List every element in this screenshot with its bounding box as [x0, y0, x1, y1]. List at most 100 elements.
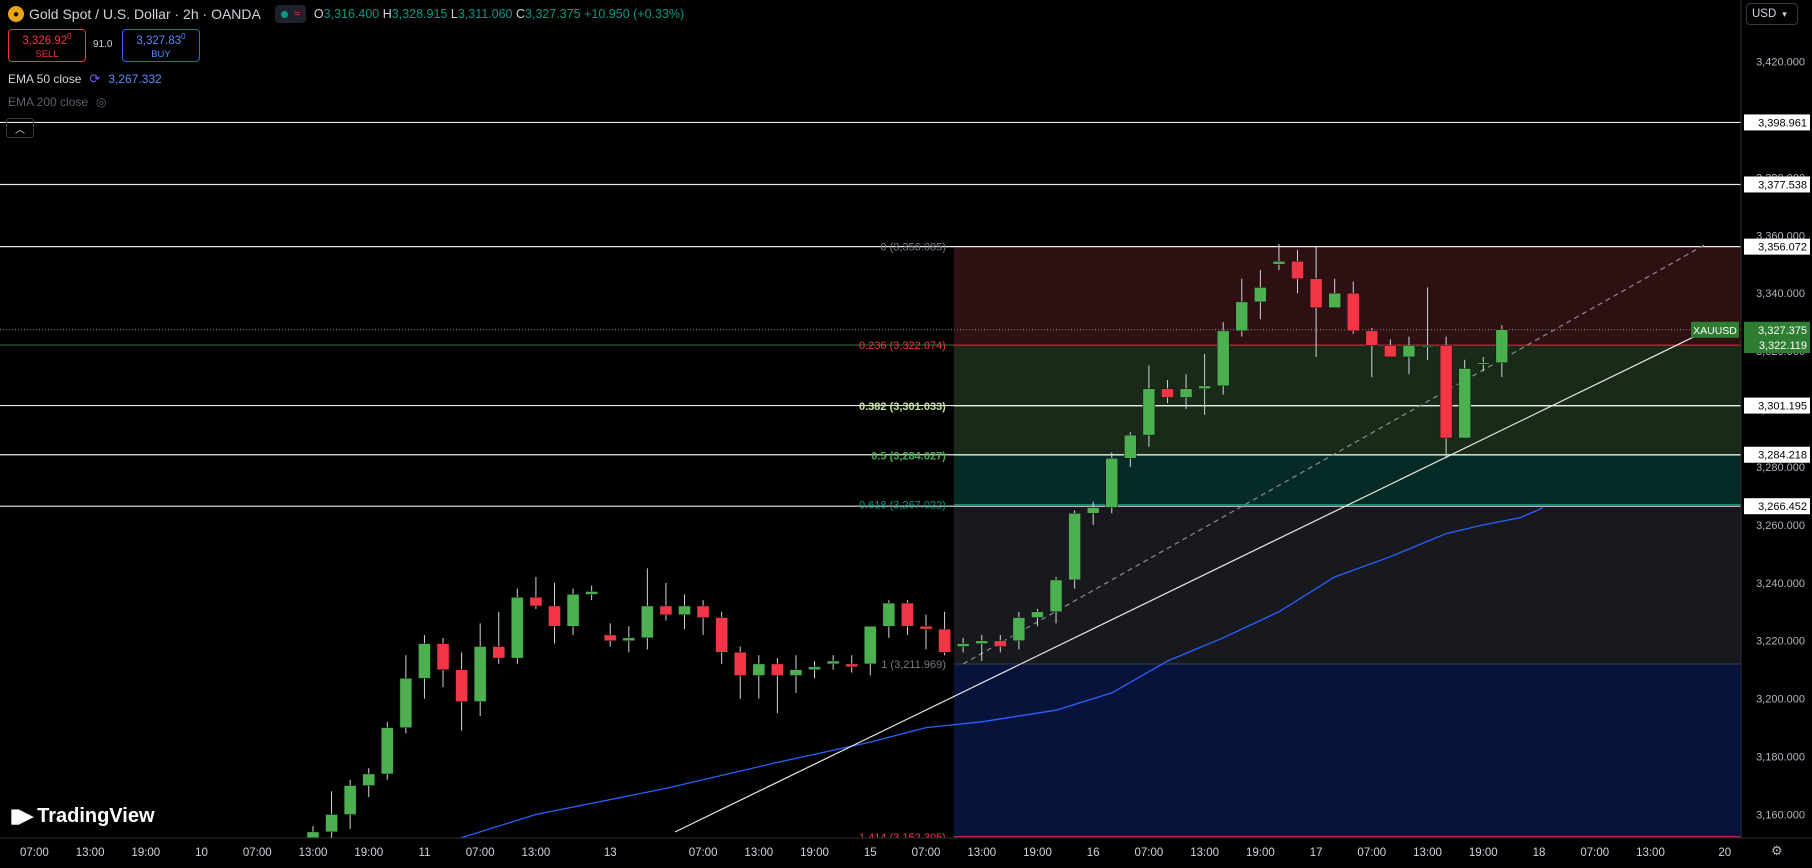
candle-body	[325, 814, 338, 833]
candle-body	[1421, 345, 1434, 348]
hline-price-tag: 3,377.538	[1758, 179, 1807, 191]
gear-icon[interactable]: ⚙	[1771, 843, 1783, 858]
candle-body	[436, 643, 450, 670]
candle	[715, 611, 728, 664]
candle-body	[1142, 388, 1156, 436]
x-tick-label: 13:00	[1413, 847, 1442, 859]
candle-body	[1477, 362, 1490, 365]
candle-body	[1458, 368, 1471, 439]
candle	[1402, 336, 1416, 375]
indicator-ema50[interactable]: EMA 50 close ⟳ 3,267.332	[8, 71, 162, 86]
candle-body	[1291, 261, 1304, 279]
x-tick-label: 07:00	[466, 847, 495, 859]
candle-body	[529, 597, 543, 607]
price-axis-bg	[1741, 0, 1812, 838]
candle	[436, 637, 450, 688]
candle	[1421, 287, 1434, 360]
candle-body	[418, 643, 431, 679]
currency-selector[interactable]: USD ▾	[1746, 3, 1798, 25]
candle	[343, 779, 357, 829]
candle	[994, 634, 1007, 653]
hline-price-tag-bg	[1744, 114, 1810, 131]
y-tick-label: 3,280.000	[1756, 462, 1805, 474]
candle-body	[1309, 278, 1323, 308]
candle	[1384, 339, 1397, 358]
candle	[1272, 243, 1286, 271]
current-price-tag: 3,327.375	[1758, 325, 1807, 337]
symbol-tag-bg	[1691, 321, 1739, 338]
y-tick-label: 3,420.000	[1756, 57, 1805, 69]
candle	[956, 637, 970, 653]
tradingview-watermark[interactable]: ▮▶ TradingView	[10, 805, 155, 827]
indicator-ema200[interactable]: EMA 200 close ◎	[8, 95, 107, 109]
collapse-legend-button[interactable]: ︿	[6, 118, 34, 138]
candle	[1142, 365, 1156, 447]
symbol-title[interactable]: Gold Spot / U.S. Dollar · 2h · OANDA	[29, 6, 261, 22]
x-tick-label: 15	[864, 847, 877, 859]
x-tick-label: 19:00	[1246, 847, 1275, 859]
candle	[603, 623, 617, 647]
ema50-line	[405, 506, 1543, 856]
fib-level-label: 0 (3,356.085)	[880, 242, 945, 254]
candle	[1254, 270, 1267, 320]
fib-zone-1-1414	[953, 663, 1741, 837]
candle-body	[548, 605, 561, 627]
candle	[1068, 510, 1081, 589]
y-tick-label: 3,160.000	[1756, 810, 1805, 822]
x-tick-label: 19:00	[354, 847, 383, 859]
candle-body	[306, 831, 320, 838]
candle	[1291, 249, 1304, 294]
hline-price-tag-bg	[1744, 176, 1810, 193]
trendline	[962, 243, 1707, 665]
x-tick-label: 10	[195, 847, 208, 859]
fib-zone-0618-1	[953, 504, 1741, 664]
candle-body	[1216, 330, 1230, 387]
candle-body	[511, 597, 524, 659]
hline-price-tag-bg	[1744, 397, 1810, 414]
sell-button[interactable]: 3,326.920 SELL	[8, 29, 86, 62]
hline-price-tag: 3,398.961	[1758, 117, 1807, 129]
x-tick-label: 13:00	[967, 847, 996, 859]
trendline	[674, 330, 1707, 833]
candle-body	[1328, 292, 1341, 308]
eye-hidden-icon[interactable]: ◎	[96, 95, 107, 109]
candle-body	[733, 652, 747, 676]
candle-body	[864, 626, 877, 665]
x-tick-label: 07:00	[1357, 847, 1386, 859]
candle-body	[956, 643, 970, 647]
candle-body	[771, 663, 784, 676]
candle-body	[343, 785, 357, 815]
candle	[845, 655, 858, 673]
candle	[733, 646, 747, 699]
candle	[548, 582, 561, 644]
fib-level-label: 0.5 (3,284.027)	[871, 450, 946, 462]
candle-body	[1031, 611, 1044, 618]
candle-body	[919, 626, 933, 630]
spread-value: 91.0	[93, 39, 113, 50]
candle	[1124, 432, 1137, 467]
x-tick-label: 13:00	[299, 847, 328, 859]
candle	[473, 623, 487, 717]
x-tick-label: 07:00	[20, 847, 49, 859]
candle	[975, 634, 988, 662]
candle-body	[399, 678, 413, 728]
hline-price-tag: 3,284.218	[1758, 450, 1807, 462]
candle	[789, 655, 803, 693]
candle	[901, 600, 914, 635]
time-axis: 07:00 13:00 19:00 10 07:00 13:00 19:00 11 07:00 1…	[0, 837, 1812, 868]
x-tick-label: 07:00	[689, 847, 718, 859]
time-axis-bg	[0, 838, 1812, 868]
x-tick-label: 18	[1533, 847, 1546, 859]
candle-body	[362, 773, 375, 786]
market-status-pill[interactable]: ≈	[274, 5, 306, 23]
candle-body	[752, 663, 766, 676]
buy-button[interactable]: 3,327.830 BUY	[122, 29, 200, 62]
candle-body	[1235, 301, 1249, 332]
candle	[919, 614, 933, 650]
candle-body	[1068, 513, 1081, 581]
candle-body	[603, 634, 617, 641]
candle	[938, 611, 951, 656]
candle	[1346, 281, 1360, 334]
